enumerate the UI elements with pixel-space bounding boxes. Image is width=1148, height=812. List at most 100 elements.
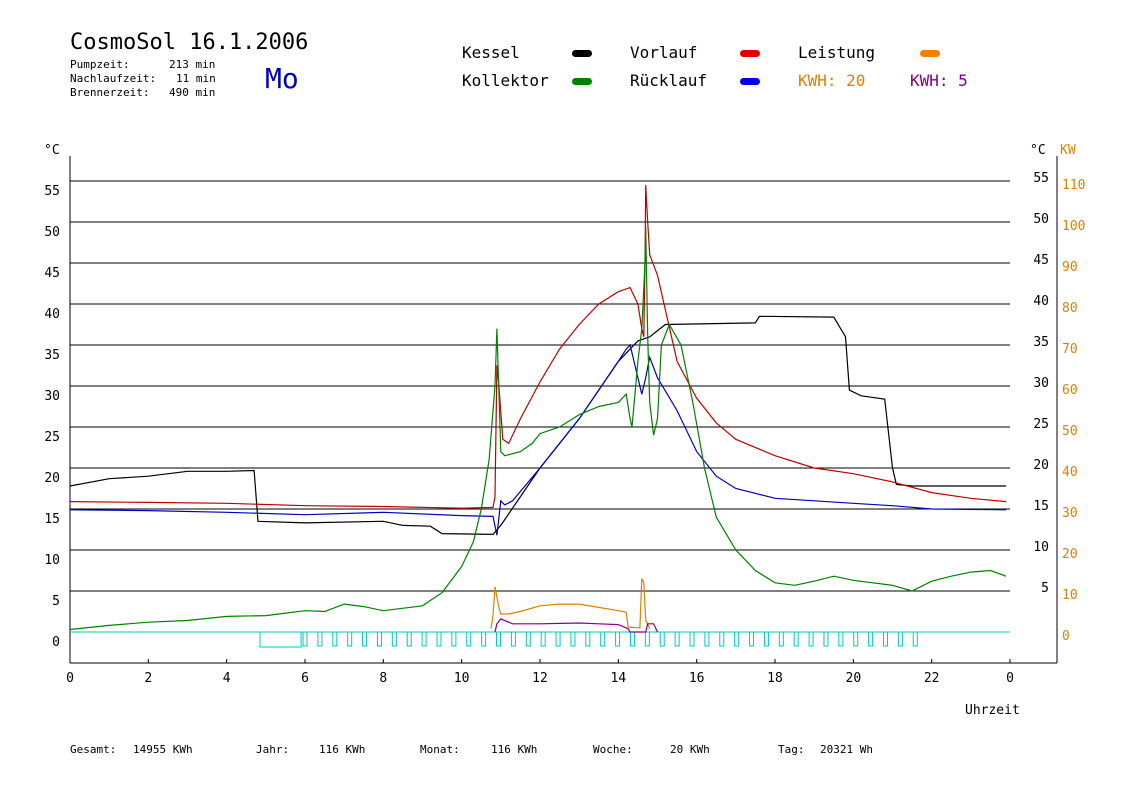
burner-time-value: 490 min (169, 86, 216, 99)
pump-pulse (763, 631, 769, 647)
y-tick-kw: 40 (1062, 465, 1078, 480)
x-tick: 18 (767, 671, 783, 686)
grid-lines (70, 180, 1010, 592)
y-tick-kw: 30 (1062, 506, 1078, 521)
y-axis-left-unit: °C (44, 143, 60, 158)
legend-vorlauf-swatch (740, 50, 760, 57)
x-tick: 14 (611, 671, 627, 686)
y-tick-kw: 60 (1062, 383, 1078, 398)
y-axis-kw-ticks: 0 10 20 30 40 50 60 70 80 90 100 110 (1062, 178, 1085, 644)
legend-ruecklauf-swatch (740, 78, 760, 85)
y-tick-right: 25 (1033, 417, 1049, 432)
x-tick: 10 (454, 671, 470, 686)
pump-time-label: Pumpzeit: (70, 58, 130, 71)
x-tick: 2 (144, 671, 152, 686)
y-tick-kw: 90 (1062, 260, 1078, 275)
pump-pulse (496, 631, 502, 647)
y-tick-right: 35 (1033, 335, 1049, 350)
y-tick-left: 15 (44, 512, 60, 527)
pump-pulse (376, 631, 382, 647)
pump-pulse (540, 631, 546, 647)
y-tick-left: 50 (44, 225, 60, 240)
pump-pulse (362, 631, 368, 647)
y-tick-kw: 0 (1062, 629, 1070, 644)
pump-pulse (644, 631, 650, 647)
pump-pulse (912, 631, 918, 647)
pump-pulse (347, 631, 353, 647)
y-tick-left: 55 (44, 184, 60, 199)
axes (69, 156, 1058, 664)
x-tick: 0 (1006, 671, 1014, 686)
footer-week-label: Woche: (593, 743, 633, 756)
pump-pulse (317, 631, 323, 647)
pump-pulse (749, 631, 755, 647)
pump-pulse (853, 631, 859, 647)
y-tick-right: 40 (1033, 294, 1049, 309)
x-tick: 16 (689, 671, 705, 686)
footer-total-value: 14955 KWh (133, 743, 193, 756)
x-tick: 8 (379, 671, 387, 686)
legend-kwh-total: KWH: 20 (798, 71, 866, 90)
y-tick-right: 45 (1033, 253, 1049, 268)
pump-block (259, 631, 302, 648)
y-axis-right-unit: °C (1030, 143, 1046, 158)
chart-title: CosmoSol 16.1.2006 (70, 30, 309, 55)
pump-pulse (838, 631, 844, 647)
pump-pulse (421, 631, 427, 647)
pump-pulse (778, 631, 784, 647)
pump-pulse (391, 631, 397, 647)
runtime-value: 11 min (176, 72, 216, 85)
y-tick-left: 20 (44, 471, 60, 486)
y-tick-left: 45 (44, 266, 60, 281)
x-tick: 12 (532, 671, 548, 686)
pump-pulse (570, 631, 576, 647)
burner-time-label: Brennerzeit: (70, 86, 150, 99)
y-tick-kw: 100 (1062, 219, 1085, 234)
series-kessel (69, 315, 1007, 536)
weekday-label: Mo (265, 62, 299, 95)
footer-month-label: Monat: (420, 743, 460, 756)
pump-pulse (555, 631, 561, 647)
x-axis-ticks: 0 2 4 6 8 10 12 14 16 18 20 22 0 (66, 659, 1014, 686)
legend-kessel-label: Kessel (462, 43, 520, 62)
y-axis-left-ticks: 0 5 10 15 20 25 30 35 40 45 50 55 (44, 184, 60, 650)
y-tick-right: 55 (1033, 171, 1049, 186)
legend-vorlauf-label: Vorlauf (630, 43, 698, 62)
pump-pulse (302, 631, 308, 647)
legend-kessel-swatch (572, 50, 592, 57)
pump-pulse (719, 631, 725, 647)
pump-pulse (868, 631, 874, 647)
pump-pulse (793, 631, 799, 647)
series-rücklauf (69, 343, 1007, 536)
series-vorlauf (69, 185, 1007, 509)
legend-kwh-secondary: KWH: 5 (910, 71, 968, 90)
y-tick-right: 50 (1033, 212, 1049, 227)
pump-pulse (734, 631, 740, 647)
y-tick-left: 5 (52, 594, 60, 609)
y-tick-right: 10 (1033, 540, 1049, 555)
pump-pulse (436, 631, 442, 647)
pump-pulse (629, 631, 635, 647)
y-tick-kw: 20 (1062, 547, 1078, 562)
y-axis-kw-unit: KW (1060, 143, 1076, 158)
x-axis-label: Uhrzeit (965, 703, 1020, 718)
legend-kollektor-label: Kollektor (462, 71, 549, 90)
pump-time-value: 213 min (169, 58, 216, 71)
y-tick-right: 30 (1033, 376, 1049, 391)
y-tick-kw: 110 (1062, 178, 1085, 193)
y-tick-right: 5 (1041, 581, 1049, 596)
pump-pulse (689, 631, 695, 647)
legend-leistung-label: Leistung (798, 43, 876, 62)
footer-month-value: 116 KWh (491, 743, 538, 756)
pump-pulse (659, 631, 665, 647)
legend-leistung-swatch (920, 50, 940, 57)
x-tick: 22 (924, 671, 940, 686)
pump-pulse (808, 631, 814, 647)
y-tick-left: 10 (44, 553, 60, 568)
pump-pulse (600, 631, 606, 647)
pump-pulse (585, 631, 591, 647)
pump-pulse (332, 631, 338, 647)
pump-pulse (674, 631, 680, 647)
series-kollektor (69, 226, 1007, 631)
